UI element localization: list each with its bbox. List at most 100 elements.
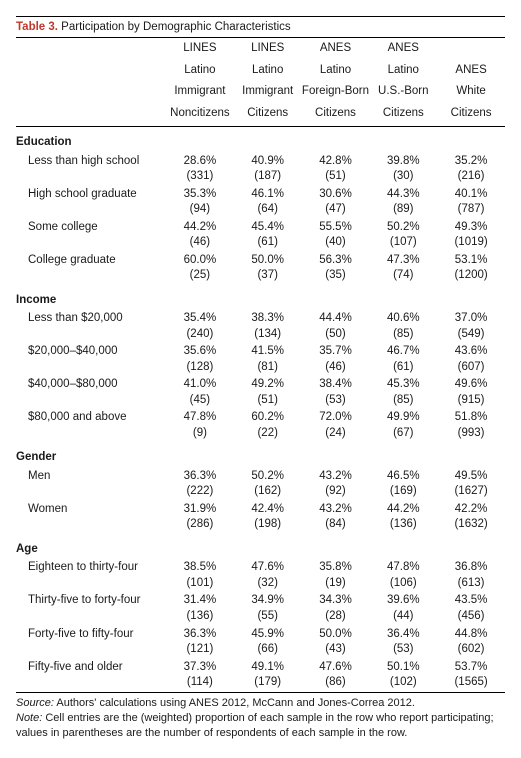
col-header: Latino <box>369 60 437 82</box>
cell-pct: 40.9% <box>234 153 302 170</box>
source-text: Authors' calculations using ANES 2012, M… <box>56 697 415 709</box>
col-header: U.S.-Born <box>369 81 437 103</box>
cell-pct: 49.9% <box>369 409 437 426</box>
cell-n: (549) <box>437 327 505 344</box>
col-header <box>437 38 505 60</box>
cell-n: (107) <box>369 235 437 252</box>
cell-n: (32) <box>234 576 302 593</box>
col-header: Citizens <box>369 103 437 127</box>
table-body: EducationLess than high school28.6%40.9%… <box>16 127 505 693</box>
cell-n: (44) <box>369 609 437 626</box>
cell-pct: 34.9% <box>234 592 302 609</box>
note-text: Cell entries are the (weighted) proporti… <box>16 712 494 739</box>
cell-pct: 34.3% <box>302 592 370 609</box>
cell-n: (9) <box>166 426 234 443</box>
row-label: Men <box>16 468 166 501</box>
cell-n: (22) <box>234 426 302 443</box>
cell-n: (40) <box>302 235 370 252</box>
row-label: $40,000–$80,000 <box>16 376 166 409</box>
cell-n: (37) <box>234 268 302 285</box>
cell-n: (331) <box>166 169 234 186</box>
cell-pct: 72.0% <box>302 409 370 426</box>
cell-pct: 41.0% <box>166 376 234 393</box>
row-label: $80,000 and above <box>16 409 166 442</box>
row-label: $20,000–$40,000 <box>16 343 166 376</box>
cell-n: (222) <box>166 484 234 501</box>
cell-pct: 60.2% <box>234 409 302 426</box>
cell-n: (74) <box>369 268 437 285</box>
cell-n: (30) <box>369 169 437 186</box>
cell-n: (86) <box>302 675 370 692</box>
data-table: LINESLINESANESANESLatinoLatinoLatinoLati… <box>16 38 505 693</box>
cell-pct: 31.9% <box>166 501 234 518</box>
cell-n: (121) <box>166 642 234 659</box>
cell-pct: 42.4% <box>234 501 302 518</box>
cell-pct: 47.8% <box>369 559 437 576</box>
cell-n: (169) <box>369 484 437 501</box>
cell-n: (128) <box>166 360 234 377</box>
cell-n: (915) <box>437 393 505 410</box>
cell-pct: 49.1% <box>234 659 302 676</box>
table-title-text: Participation by Demographic Characteris… <box>61 21 290 33</box>
cell-pct: 37.0% <box>437 310 505 327</box>
cell-pct: 53.7% <box>437 659 505 676</box>
col-header: White <box>437 81 505 103</box>
cell-pct: 42.8% <box>302 153 370 170</box>
cell-pct: 35.6% <box>166 343 234 360</box>
cell-n: (53) <box>369 642 437 659</box>
cell-n: (35) <box>302 268 370 285</box>
cell-pct: 44.4% <box>302 310 370 327</box>
cell-pct: 45.4% <box>234 219 302 236</box>
row-label: High school graduate <box>16 186 166 219</box>
cell-pct: 50.0% <box>234 252 302 269</box>
cell-n: (46) <box>302 360 370 377</box>
col-header: LINES <box>234 38 302 60</box>
header-blank <box>16 81 166 103</box>
section-header: Gender <box>16 442 505 468</box>
cell-pct: 43.5% <box>437 592 505 609</box>
cell-pct: 44.3% <box>369 186 437 203</box>
cell-n: (25) <box>166 268 234 285</box>
cell-n: (1627) <box>437 484 505 501</box>
cell-pct: 44.2% <box>369 501 437 518</box>
table-header: LINESLINESANESANESLatinoLatinoLatinoLati… <box>16 38 505 127</box>
col-header: Noncitizens <box>166 103 234 127</box>
cell-n: (43) <box>302 642 370 659</box>
cell-n: (67) <box>369 426 437 443</box>
cell-pct: 30.6% <box>302 186 370 203</box>
col-header: Immigrant <box>166 81 234 103</box>
cell-pct: 37.3% <box>166 659 234 676</box>
cell-pct: 49.3% <box>437 219 505 236</box>
cell-n: (136) <box>369 517 437 534</box>
row-label: Thirty-five to forty-four <box>16 592 166 625</box>
cell-n: (1200) <box>437 268 505 285</box>
col-header: ANES <box>369 38 437 60</box>
table-number: Table 3. <box>16 21 58 33</box>
section-header: Income <box>16 285 505 311</box>
header-blank <box>16 60 166 82</box>
cell-pct: 47.6% <box>234 559 302 576</box>
cell-pct: 39.6% <box>369 592 437 609</box>
section-header: Age <box>16 534 505 560</box>
col-header: ANES <box>437 60 505 82</box>
cell-pct: 43.2% <box>302 468 370 485</box>
cell-pct: 55.5% <box>302 219 370 236</box>
row-label: Forty-five to fifty-four <box>16 626 166 659</box>
cell-pct: 49.2% <box>234 376 302 393</box>
cell-pct: 38.4% <box>302 376 370 393</box>
cell-pct: 50.2% <box>234 468 302 485</box>
cell-pct: 50.2% <box>369 219 437 236</box>
cell-n: (187) <box>234 169 302 186</box>
cell-pct: 42.2% <box>437 501 505 518</box>
cell-pct: 35.4% <box>166 310 234 327</box>
row-label: Some college <box>16 219 166 252</box>
cell-n: (240) <box>166 327 234 344</box>
cell-pct: 46.7% <box>369 343 437 360</box>
cell-n: (993) <box>437 426 505 443</box>
cell-n: (53) <box>302 393 370 410</box>
cell-n: (456) <box>437 609 505 626</box>
cell-pct: 50.1% <box>369 659 437 676</box>
cell-pct: 36.3% <box>166 468 234 485</box>
cell-n: (61) <box>234 235 302 252</box>
cell-n: (1019) <box>437 235 505 252</box>
